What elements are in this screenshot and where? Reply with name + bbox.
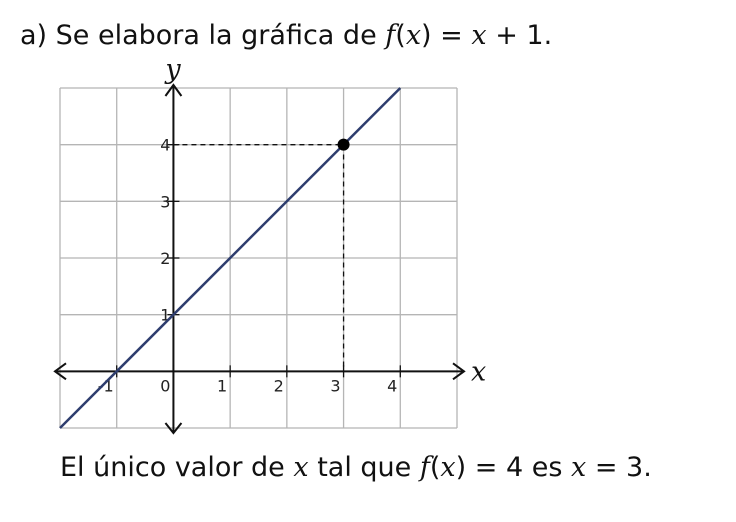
caption-part: El único valor de	[60, 452, 293, 483]
point	[337, 138, 350, 151]
x-tick-label: 0	[160, 376, 170, 395]
x-tick-label: 4	[387, 376, 397, 395]
plot: x y -1 0 1 2 3 4 1 2 3 4	[53, 54, 486, 435]
y-arrow	[164, 83, 183, 435]
heading: a) Se elabora la gráfica de f(x) = x + 1…	[20, 20, 552, 51]
heading-part: + 1.	[487, 20, 553, 51]
heading-part: ) =	[421, 20, 471, 51]
caption: El único valor de x tal que f(x) = 4 es …	[60, 452, 652, 483]
heading-part: (	[395, 20, 406, 51]
y-tick-label: 4	[160, 136, 170, 155]
x-tick-label: 3	[330, 376, 340, 395]
caption-part: x	[440, 452, 455, 483]
x-tick-label: -1	[98, 376, 114, 395]
caption-part: tal que	[309, 452, 420, 483]
heading-part: a) Se elabora la gráfica de	[20, 20, 385, 51]
caption-part: x	[571, 452, 586, 483]
caption-part: = 3.	[586, 452, 652, 483]
y-tick-label: 3	[160, 192, 170, 211]
y-tick-label: 2	[160, 249, 170, 268]
guide-line	[173, 144, 345, 372]
x-tick-label: 1	[217, 376, 227, 395]
caption-part: ) = 4 es	[456, 452, 571, 483]
heading-part: x	[406, 20, 421, 51]
x-axis-label: x	[471, 356, 486, 387]
y-axis-label: y	[164, 54, 181, 85]
caption-part: (	[430, 452, 441, 483]
caption-part: x	[293, 452, 308, 483]
x-arrow	[53, 362, 466, 381]
x-tick-label: 2	[274, 376, 284, 395]
y-tick-label: 1	[160, 306, 170, 325]
heading-part: x	[471, 20, 486, 51]
